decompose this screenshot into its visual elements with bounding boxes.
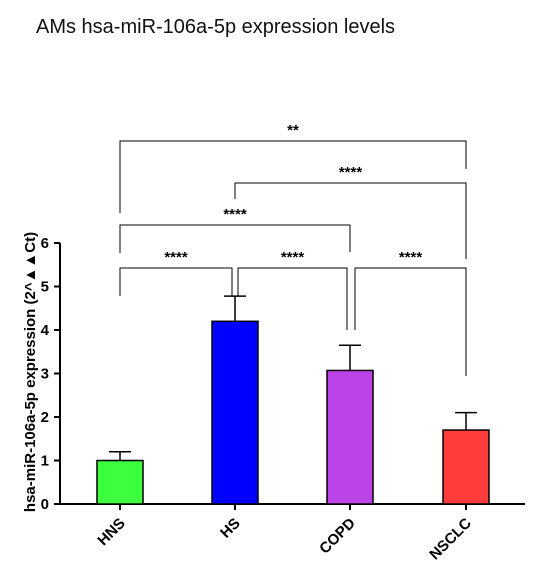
bar-nsclc	[442, 429, 490, 505]
bar-copd	[326, 369, 374, 505]
significance-bracket	[119, 140, 467, 213]
y-tick-label: 0	[41, 496, 49, 513]
y-tick-label: 1	[41, 453, 49, 470]
bar-hs	[211, 320, 259, 505]
y-tick-label: 5	[41, 279, 49, 296]
significance-label: **	[287, 122, 299, 139]
significance-bracket	[237, 267, 348, 330]
significance-label: ****	[164, 249, 188, 266]
x-tick-label: COPD	[316, 515, 359, 558]
bar-hns	[96, 459, 144, 505]
significance-bracket	[119, 224, 351, 253]
significance-label: ****	[223, 206, 247, 223]
x-tick-label: HS	[217, 515, 244, 542]
y-tick-label: 3	[41, 366, 49, 383]
significance-bracket	[119, 267, 233, 296]
x-tick-label: HNS	[94, 515, 128, 549]
bars	[96, 320, 490, 505]
y-axis-label: hsa-miR-106a-5p expression (2^▲▲Ct)	[22, 232, 39, 512]
significance-bracket	[354, 267, 467, 376]
significance-bracket	[234, 182, 467, 259]
chart-title: AMs hsa-miR-106a-5p expression levels	[36, 16, 396, 38]
significance-brackets: **** **** **************	[119, 122, 467, 376]
y-tick-label: 2	[41, 409, 49, 426]
significance-label: ****	[399, 249, 423, 266]
error-bars	[109, 295, 477, 461]
significance-label: ****	[339, 164, 363, 181]
y-tick-label: 4	[41, 322, 50, 339]
x-tick-label: NSCLC	[426, 515, 475, 564]
y-tick-label: 6	[41, 235, 49, 252]
y-axis-label-group: hsa-miR-106a-5p expression (2^▲▲Ct)	[22, 232, 39, 512]
significance-label: ****	[281, 249, 305, 266]
